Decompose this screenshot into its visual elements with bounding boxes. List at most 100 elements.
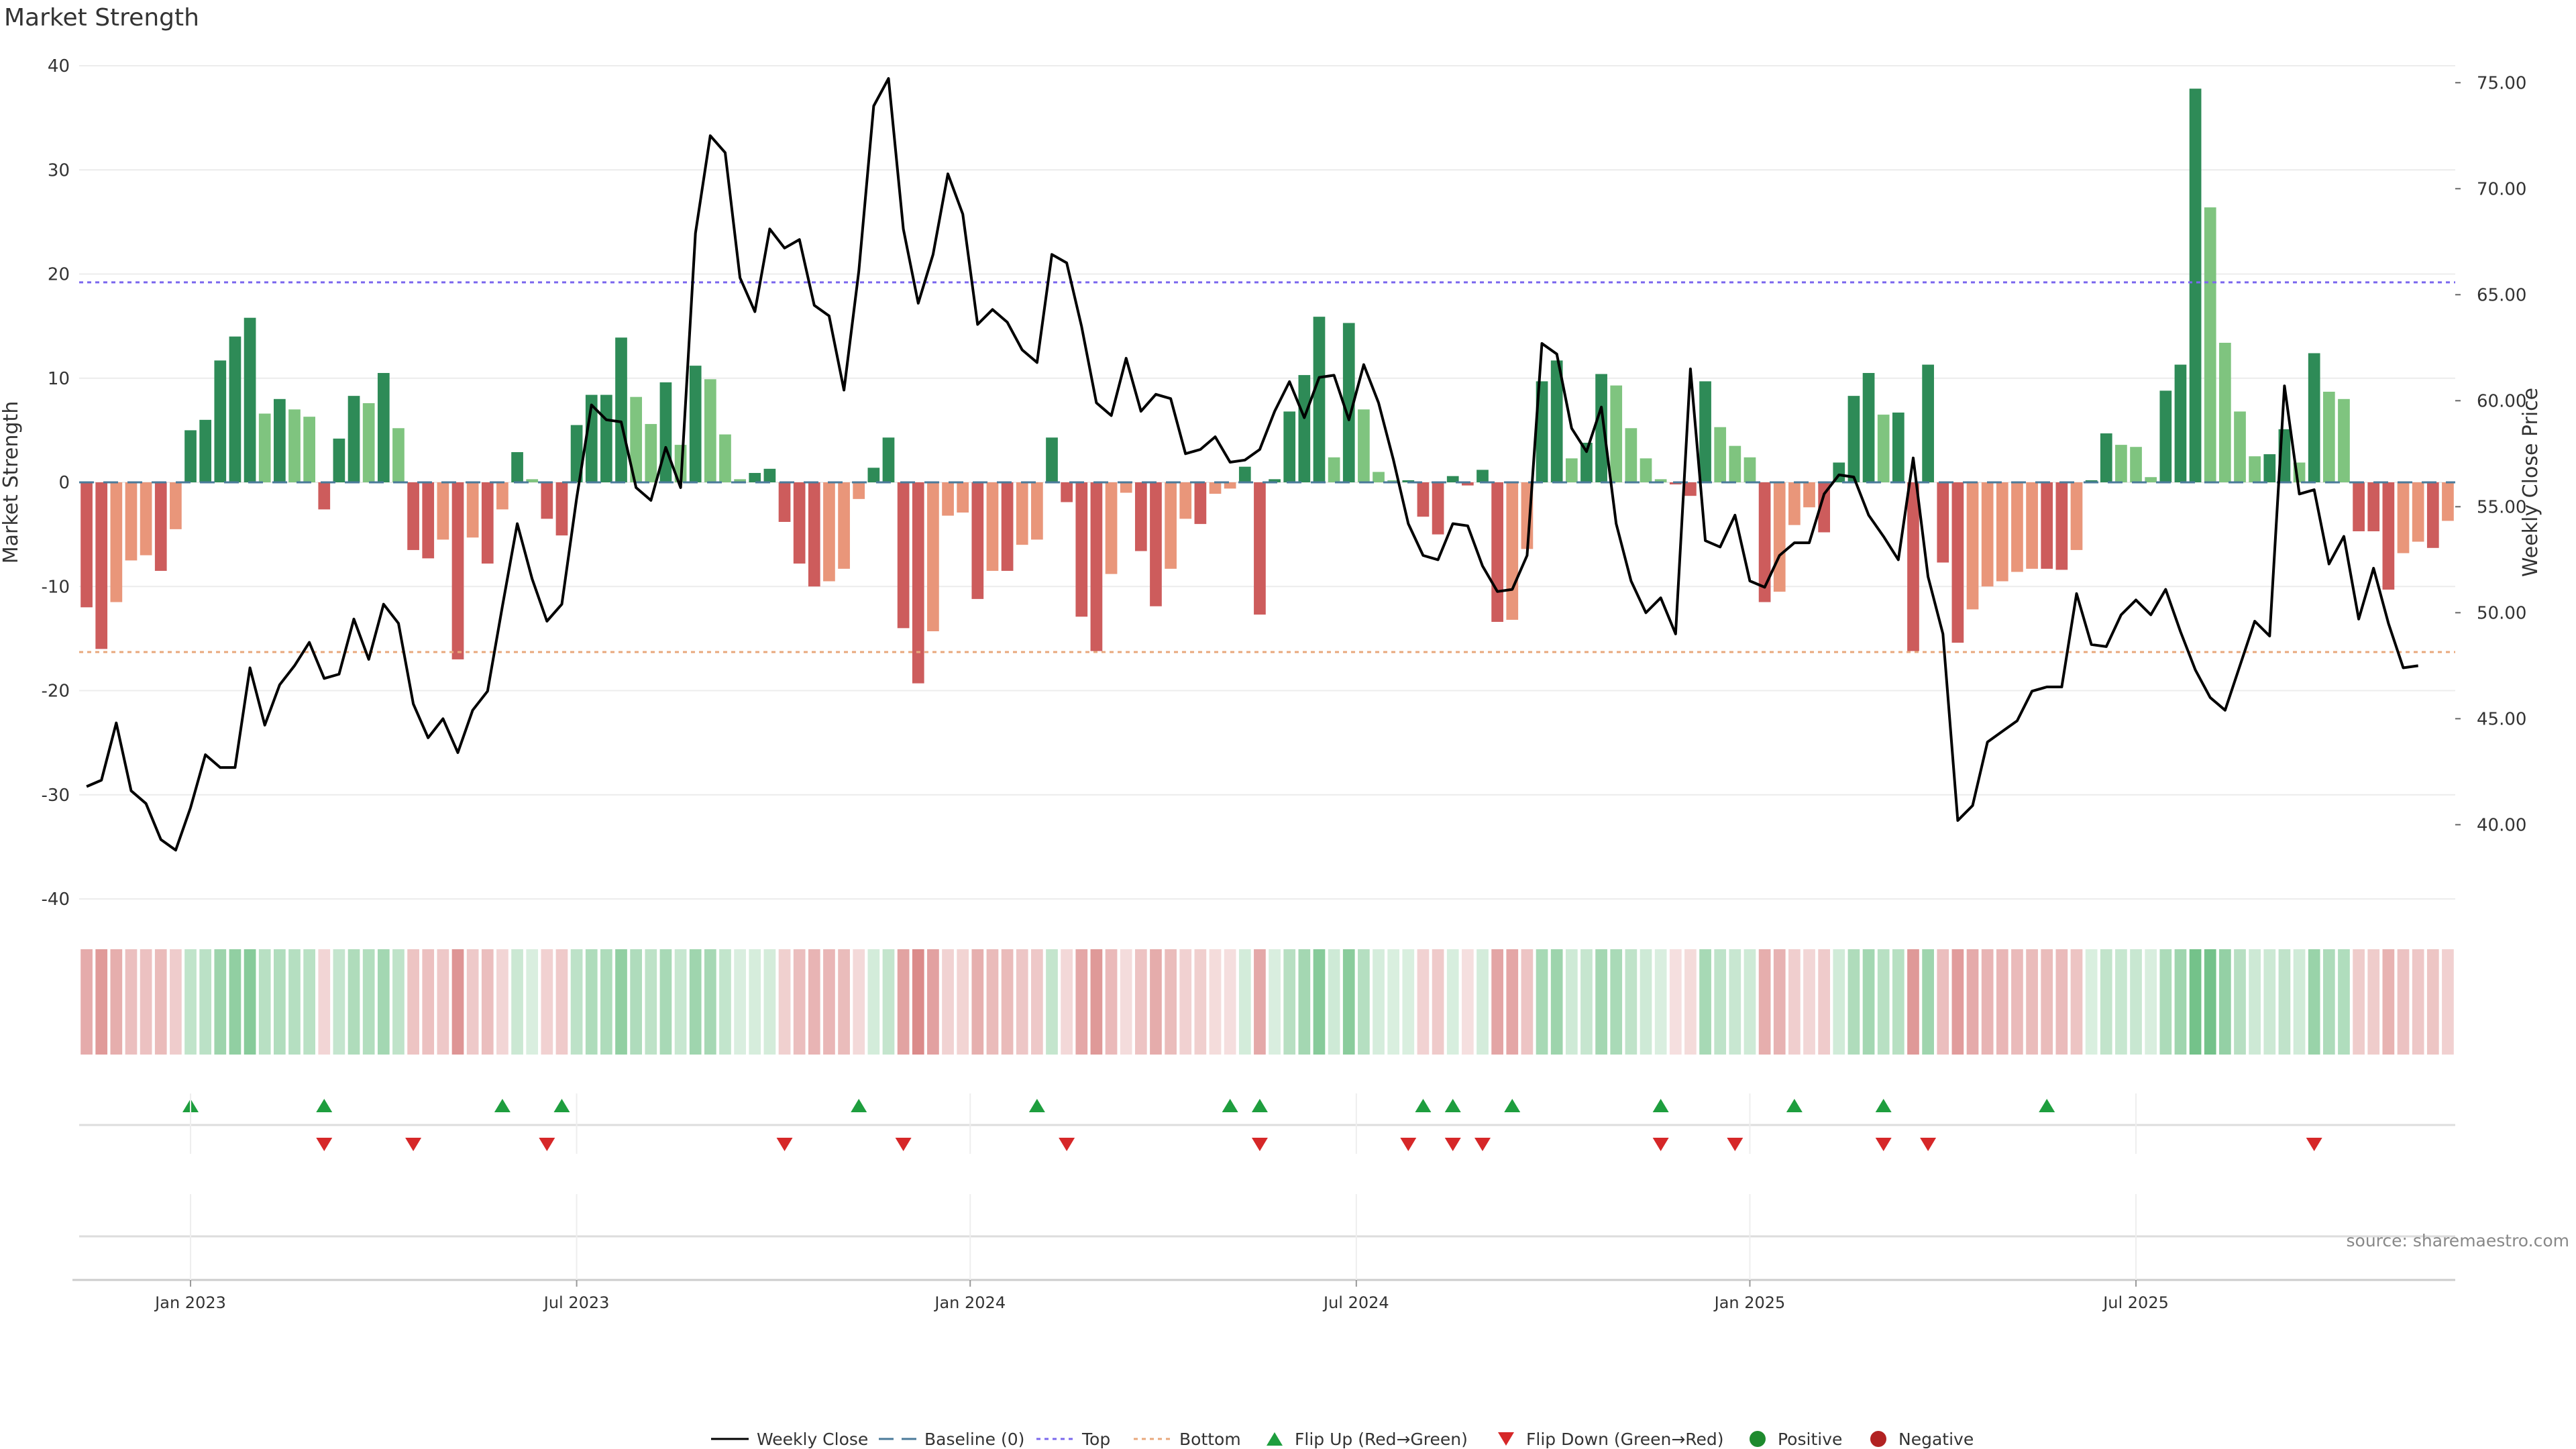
heat-cell	[1016, 949, 1028, 1055]
heat-cell	[125, 949, 138, 1055]
heat-cell	[1521, 949, 1534, 1055]
strength-bar	[570, 425, 583, 482]
y2-tick-label: 55.00	[2477, 497, 2526, 517]
y2-tick-label: 50.00	[2477, 603, 2526, 623]
heat-cell	[1402, 949, 1415, 1055]
heat-cell	[1165, 949, 1177, 1055]
strength-bar	[481, 482, 494, 564]
heat-cell	[1640, 949, 1652, 1055]
heat-cell	[734, 949, 746, 1055]
strength-bar	[957, 482, 969, 513]
strength-bar	[2145, 477, 2157, 482]
heat-cell	[927, 949, 939, 1055]
strength-bar	[882, 437, 895, 482]
strength-bar	[1966, 482, 1979, 610]
heat-cell	[333, 949, 345, 1055]
heat-cell	[645, 949, 657, 1055]
heat-cell	[1238, 949, 1251, 1055]
strength-bar	[1877, 415, 1890, 482]
heat-cell	[2085, 949, 2098, 1055]
strength-bar	[80, 482, 93, 608]
heat-cell	[659, 949, 672, 1055]
strength-bar	[1432, 482, 1444, 535]
strength-bar	[1134, 482, 1147, 551]
y-tick-label: -20	[42, 682, 70, 702]
heat-cell	[2115, 949, 2127, 1055]
strength-bar	[1506, 482, 1519, 620]
strength-bar	[184, 430, 197, 482]
strength-bar	[1892, 412, 1904, 482]
heat-cell	[2219, 949, 2231, 1055]
y2-axis-title: Weekly Close Price	[2519, 388, 2542, 577]
flip-down-marker	[895, 1138, 912, 1151]
strength-bar	[154, 482, 167, 571]
strength-bar	[1937, 482, 1949, 563]
legend-dot-icon	[1750, 1431, 1766, 1447]
strength-bar	[140, 482, 152, 555]
heat-cell	[853, 949, 865, 1055]
heat-cell	[2070, 949, 2083, 1055]
heat-cell	[2145, 949, 2157, 1055]
heat-cell	[2159, 949, 2172, 1055]
x-tick-label: Jan 2024	[933, 1293, 1006, 1312]
strength-bar	[1105, 482, 1118, 574]
heat-cell	[2397, 949, 2410, 1055]
strength-bar	[763, 468, 776, 482]
strength-bar	[2219, 342, 2231, 482]
heat-cell	[1684, 949, 1697, 1055]
source-note: source: sharemaestro.com	[2347, 1231, 2570, 1250]
strength-bar	[1446, 476, 1459, 482]
strength-bar	[1462, 482, 1474, 486]
strength-bar	[1654, 479, 1667, 482]
heat-cell	[1714, 949, 1727, 1055]
heat-cell	[1536, 949, 1548, 1055]
strength-bar	[1016, 482, 1028, 545]
legend-label: Baseline (0)	[924, 1430, 1024, 1449]
strength-bar	[1743, 457, 1756, 482]
strength-bar	[1491, 482, 1503, 623]
heat-cell	[140, 949, 152, 1055]
strength-bar	[392, 428, 405, 482]
strength-bar	[258, 413, 271, 482]
legend-label: Flip Down (Green→Red)	[1526, 1430, 1724, 1449]
strength-bar	[362, 403, 375, 482]
heat-cell	[1699, 949, 1711, 1055]
heat-cell	[1031, 949, 1043, 1055]
heat-cell	[347, 949, 360, 1055]
strength-bar	[1031, 482, 1043, 540]
strength-bar	[347, 396, 360, 482]
strength-bar	[2100, 433, 2112, 482]
y-axis-title: Market Strength	[0, 401, 23, 564]
heat-cell	[1373, 949, 1385, 1055]
heat-cell	[1550, 949, 1563, 1055]
y2-tick-label: 60.00	[2477, 391, 2526, 411]
strength-bar	[615, 337, 627, 482]
strength-bar	[793, 482, 806, 564]
strength-bar	[1373, 472, 1385, 482]
y-tick-label: -10	[42, 577, 70, 597]
heat-cell	[274, 949, 286, 1055]
heat-cell	[1254, 949, 1266, 1055]
strength-bar	[95, 482, 108, 649]
strength-bar	[2234, 411, 2246, 482]
heat-cell	[600, 949, 612, 1055]
heat-cell	[466, 949, 479, 1055]
heat-cell	[1105, 949, 1118, 1055]
strength-bar	[2412, 482, 2424, 542]
y-tick-label: 10	[48, 369, 70, 389]
heat-cell	[2055, 949, 2068, 1055]
heat-cell	[1491, 949, 1503, 1055]
y-tick-label: 30	[48, 160, 70, 180]
x-tick-label: Jul 2023	[543, 1293, 610, 1312]
y2-tick-label: 75.00	[2477, 73, 2526, 93]
heat-cell	[1001, 949, 1014, 1055]
flip-down-marker	[1059, 1138, 1075, 1151]
flip-up-marker	[1504, 1099, 1521, 1112]
y-tick-label: -40	[42, 890, 70, 910]
x-tick-label: Jan 2025	[1713, 1293, 1786, 1312]
y-tick-label: 40	[48, 56, 70, 76]
strength-bar	[2442, 482, 2454, 521]
heat-cell	[2382, 949, 2395, 1055]
heat-cell	[570, 949, 583, 1055]
legend-label: Top	[1081, 1430, 1110, 1449]
